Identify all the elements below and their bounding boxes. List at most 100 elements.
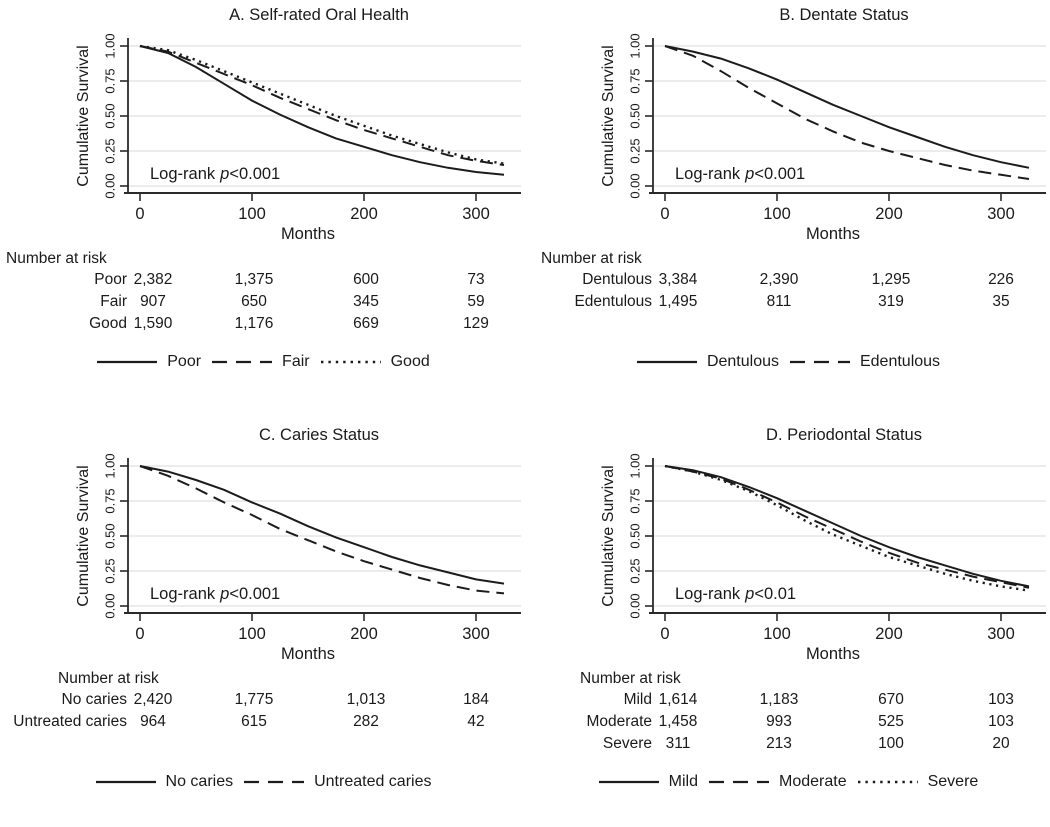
risk-value: 311 xyxy=(665,735,691,752)
risk-value: 907 xyxy=(140,293,166,310)
x-tick-label: 0 xyxy=(660,625,669,643)
risk-value: 345 xyxy=(353,293,379,310)
y-axis-title: Cumulative Survival xyxy=(600,465,617,606)
risk-value: 2,420 xyxy=(133,691,173,708)
solid-line-sample-icon xyxy=(636,360,697,364)
legend-item: Good xyxy=(319,353,430,371)
x-tick-label: 0 xyxy=(135,625,144,643)
y-tick-label: 0.00 xyxy=(627,173,642,198)
y-axis-title: Cumulative Survival xyxy=(600,45,617,186)
x-axis-title: Months xyxy=(281,225,335,243)
risk-value: 1,176 xyxy=(234,315,274,332)
risk-value: 1,495 xyxy=(658,293,698,310)
risk-value: 1,295 xyxy=(871,271,911,288)
x-tick-label: 200 xyxy=(875,205,903,223)
risk-value: 1,590 xyxy=(133,315,173,332)
table-row: Untreated caries 964 615 282 42 xyxy=(0,711,525,733)
legend-item: Severe xyxy=(856,773,978,791)
risk-value: 2,390 xyxy=(759,271,799,288)
panel-dentate-status: B. Dentate Status 0.00 0.25 0.50 0.75 1.00 0 1… xyxy=(525,4,1050,374)
y-tick-label: 0.25 xyxy=(102,138,117,163)
panel-title: B. Dentate Status xyxy=(779,6,909,24)
y-tick-label: 0.50 xyxy=(102,523,117,548)
km-figure: A. Self-rated Oral Health 0.00 0.25 0.50 0.… xyxy=(0,4,1050,794)
legend-label: Mild xyxy=(668,773,699,790)
risk-value: 1,013 xyxy=(346,691,386,708)
legend: Mild Moderate Severe xyxy=(525,770,1050,794)
dotted-line-sample-icon xyxy=(320,360,381,364)
survival-chart: 0.00 0.25 0.50 0.75 1.00 0 100 200 300 Months Cumu… xyxy=(600,33,1046,243)
risk-row-label: Edentulous xyxy=(574,293,652,310)
table-row: No caries 2,420 1,775 1,013 184 xyxy=(0,689,525,711)
risk-row-label: Moderate xyxy=(586,713,652,730)
survival-chart: 0.00 0.25 0.50 0.75 1.00 0 100 200 300 Months Cumu… xyxy=(75,453,521,663)
survival-chart: 0.00 0.25 0.50 0.75 1.00 0 100 200 300 Months Cumu… xyxy=(600,453,1046,663)
survival-chart: 0.00 0.25 0.50 0.75 1.00 0 100 200 300 Months Cumu… xyxy=(75,33,521,243)
legend: Dentulous Edentulous xyxy=(525,350,1050,374)
y-axis-title: Cumulative Survival xyxy=(75,45,92,186)
risk-value: 103 xyxy=(988,713,1014,730)
panel-self-rated-oral-health: A. Self-rated Oral Health 0.00 0.25 0.50 0.… xyxy=(0,4,525,374)
y-tick-label: 0.75 xyxy=(102,68,117,93)
x-tick-label: 300 xyxy=(987,205,1015,223)
legend-label: Good xyxy=(390,353,430,370)
risk-row-label: No caries xyxy=(61,691,127,708)
legend-item: No caries xyxy=(94,773,234,791)
dashed-line-sample-icon xyxy=(789,360,850,364)
x-tick-label: 0 xyxy=(135,205,144,223)
number-at-risk-table: Number at risk Dentulous 3,384 2,390 1,2… xyxy=(525,248,1050,342)
survival-curve-dash xyxy=(664,45,1030,180)
x-tick-label: 300 xyxy=(462,205,490,223)
survival-curve-solid xyxy=(139,45,505,176)
survival-curve-dot xyxy=(139,44,505,165)
risk-table-header: Number at risk xyxy=(580,670,681,687)
risk-value: 59 xyxy=(467,293,485,310)
table-row: Poor 2,382 1,375 600 73 xyxy=(0,269,525,291)
solid-line-sample-icon xyxy=(598,780,659,784)
risk-value: 213 xyxy=(766,735,792,752)
risk-row-label: Fair xyxy=(100,293,127,310)
risk-value: 600 xyxy=(353,271,379,288)
risk-row-label: Poor xyxy=(94,271,127,288)
x-tick-label: 200 xyxy=(350,625,378,643)
survival-curve-dash xyxy=(139,465,505,595)
risk-row-label: Good xyxy=(89,315,127,332)
legend-label: No caries xyxy=(165,773,234,790)
number-at-risk-table: Number at risk Poor 2,382 1,375 600 73 F… xyxy=(0,248,525,342)
risk-value: 319 xyxy=(878,293,904,310)
y-tick-label: 0.25 xyxy=(627,138,642,163)
y-tick-label: 0.00 xyxy=(102,173,117,198)
table-row: Dentulous 3,384 2,390 1,295 226 xyxy=(525,269,1050,291)
risk-value: 993 xyxy=(766,713,792,730)
y-tick-label: 0.75 xyxy=(627,68,642,93)
y-tick-label: 1.00 xyxy=(627,453,642,478)
legend-item: Poor xyxy=(95,353,201,371)
risk-value: 20 xyxy=(992,735,1010,752)
risk-value: 42 xyxy=(467,713,485,730)
x-tick-label: 100 xyxy=(238,625,266,643)
x-tick-label: 300 xyxy=(987,625,1015,643)
survival-curve-solid xyxy=(139,465,505,585)
risk-value: 811 xyxy=(766,293,792,310)
logrank-annotation: Log-rank p<0.001 xyxy=(150,165,280,183)
legend: No caries Untreated caries xyxy=(0,770,525,794)
y-tick-label: 1.00 xyxy=(102,33,117,58)
risk-value: 650 xyxy=(241,293,267,310)
risk-value: 1,614 xyxy=(658,691,698,708)
x-tick-label: 0 xyxy=(660,205,669,223)
y-axis-title: Cumulative Survival xyxy=(75,465,92,606)
logrank-annotation: Log-rank p<0.001 xyxy=(150,585,280,603)
logrank-annotation: Log-rank p<0.001 xyxy=(675,165,805,183)
risk-value: 100 xyxy=(878,735,904,752)
y-tick-label: 0.75 xyxy=(627,488,642,513)
y-tick-label: 0.25 xyxy=(627,558,642,583)
table-row: Edentulous 1,495 811 319 35 xyxy=(525,291,1050,313)
risk-value: 129 xyxy=(463,315,489,332)
x-tick-label: 200 xyxy=(350,205,378,223)
legend-label: Edentulous xyxy=(859,353,941,370)
legend-item: Untreated caries xyxy=(242,773,431,791)
risk-value: 226 xyxy=(988,271,1014,288)
solid-line-sample-icon xyxy=(95,780,156,784)
dotted-line-sample-icon xyxy=(857,780,918,784)
y-tick-label: 1.00 xyxy=(102,453,117,478)
